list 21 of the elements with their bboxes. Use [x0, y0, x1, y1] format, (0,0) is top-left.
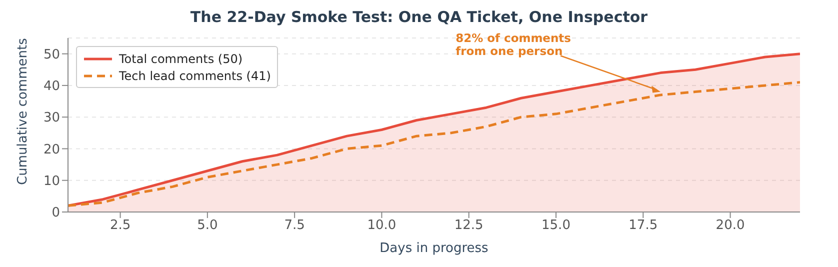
x-tick-label: 5.0: [197, 218, 218, 234]
line-series: [68, 81, 800, 207]
x-axis-title: Days in progress: [380, 241, 489, 256]
legend-label: Total comments (50): [119, 52, 243, 66]
x-tick-label: 10.0: [367, 218, 396, 234]
y-tick-label: 20: [43, 142, 60, 158]
x-tick-label: 17.5: [628, 218, 658, 234]
chart-title: The 22-Day Smoke Test: One QA Ticket, One Inspector: [189, 8, 649, 28]
x-tick-label: 20.0: [716, 218, 745, 234]
y-tick-label: 40: [43, 79, 60, 94]
legend-label: Tech lead comments (41): [119, 68, 271, 82]
annotation: 82% of comments from one person: [456, 30, 572, 58]
y-tick-label: 10: [43, 174, 60, 189]
x-tick-label: 2.5: [110, 218, 131, 234]
x-tick-label: 12.5: [454, 218, 484, 234]
y-tick-label: 0: [52, 206, 60, 221]
y-tick-label: 30: [43, 110, 60, 126]
y-axis-title: Cumulative comments: [16, 38, 31, 185]
y-tick-label: 50: [43, 47, 60, 62]
x-tick-label: 7.5: [284, 218, 305, 234]
x-tick-label: 15.0: [542, 218, 570, 234]
